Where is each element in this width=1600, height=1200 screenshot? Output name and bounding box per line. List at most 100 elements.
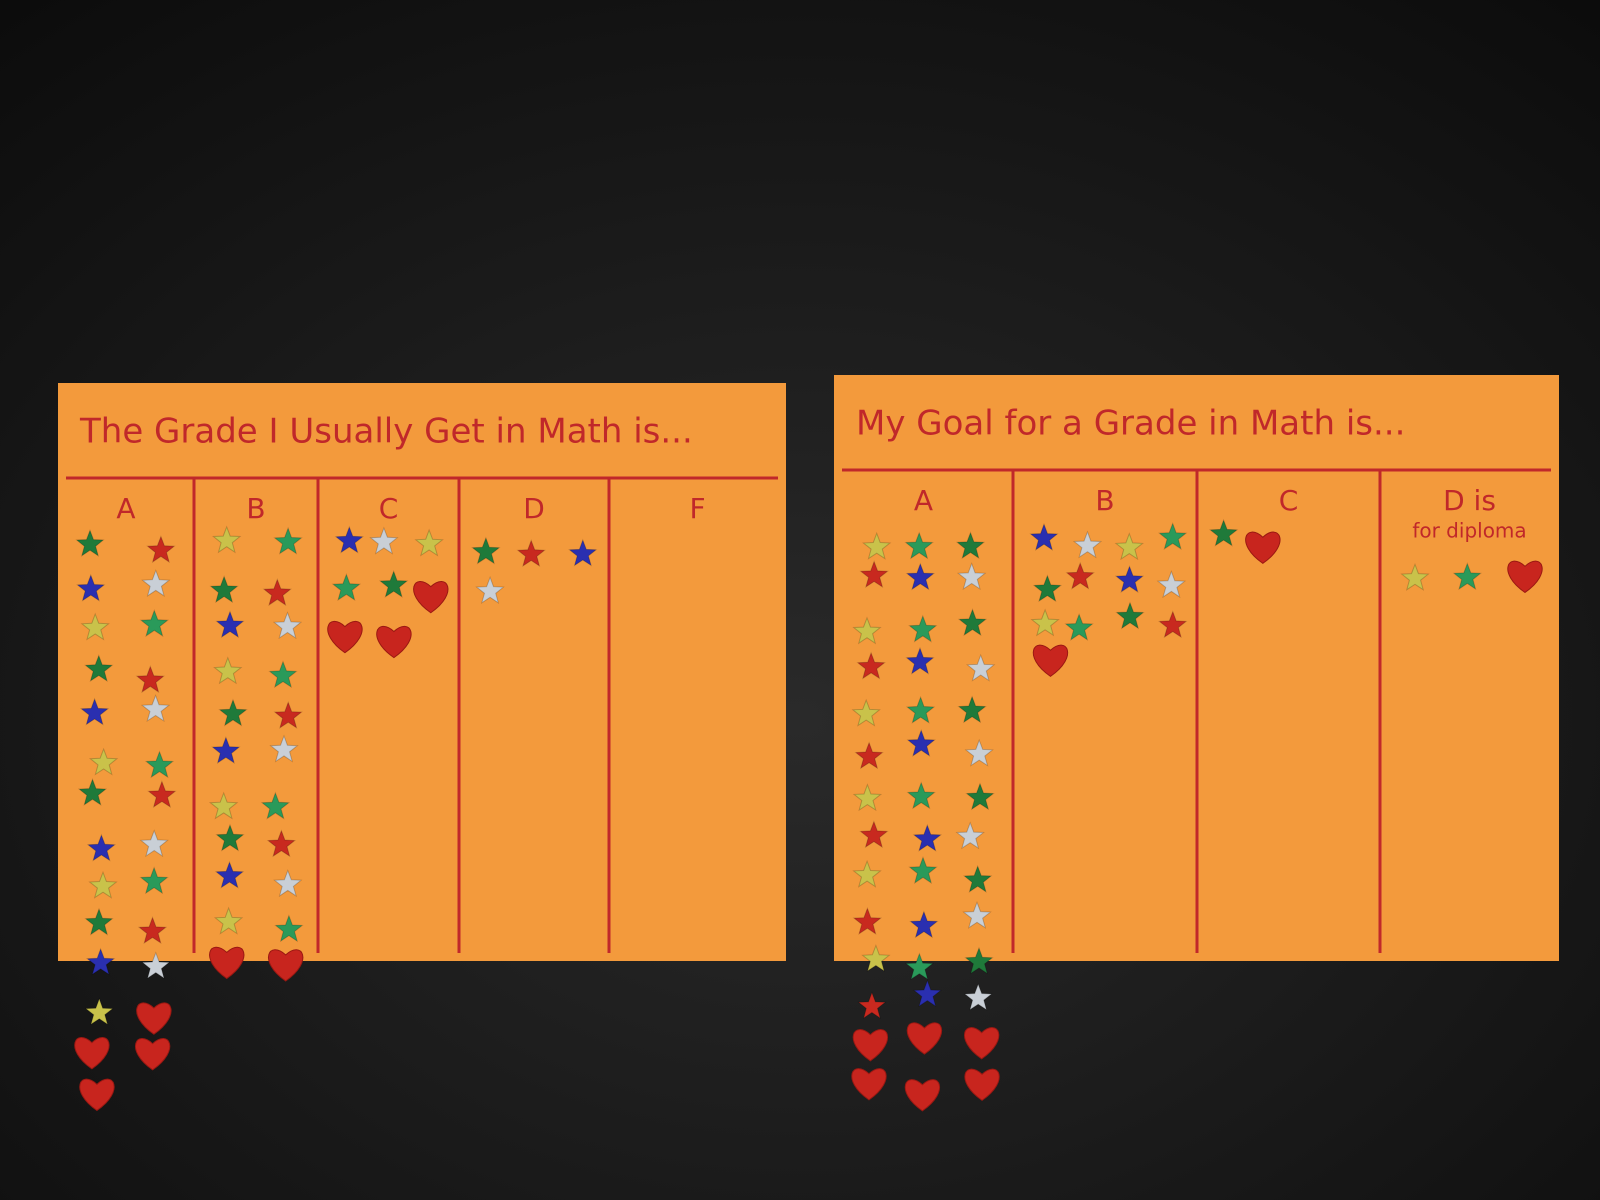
star-sticker [1065, 561, 1095, 590]
star-sticker [141, 569, 171, 597]
column-label: D is [1443, 484, 1496, 517]
star-sticker [135, 665, 165, 694]
star-sticker [76, 573, 106, 602]
board-title: My Goal for a Grade in Math is... [856, 404, 1405, 444]
star-sticker [963, 864, 993, 893]
star-sticker [215, 610, 245, 639]
star-sticker [1158, 610, 1188, 639]
star-sticker [369, 526, 399, 555]
star-sticker [141, 951, 171, 980]
star-sticker [955, 821, 985, 850]
heart-sticker [852, 1029, 888, 1062]
column-note: for diploma [1412, 519, 1526, 543]
heart-sticker [135, 1038, 171, 1071]
star-sticker [140, 694, 171, 723]
star-sticker [964, 946, 994, 975]
star-sticker [88, 747, 119, 776]
star-sticker [1064, 612, 1094, 641]
star-sticker [378, 569, 409, 598]
star-sticker [272, 611, 303, 640]
star-sticker [859, 560, 889, 589]
column-label: B [246, 492, 265, 525]
star-sticker [516, 539, 546, 568]
star-sticker [904, 952, 935, 981]
star-sticker [139, 829, 169, 858]
star-sticker [85, 947, 116, 976]
star-sticker [908, 614, 938, 643]
star-sticker [962, 900, 992, 929]
heart-sticker [1032, 644, 1069, 677]
star-sticker [214, 860, 245, 889]
star-sticker [852, 859, 882, 888]
star-sticker [906, 728, 936, 757]
star-sticker [912, 823, 943, 852]
star-sticker [213, 906, 244, 935]
star-sticker [852, 783, 883, 812]
star-sticker [218, 698, 248, 727]
star-sticker [75, 528, 105, 557]
star-sticker [146, 535, 176, 564]
star-sticker [86, 833, 117, 862]
board [58, 383, 786, 961]
star-sticker [1072, 530, 1103, 559]
star-sticker [215, 823, 245, 852]
star-sticker [471, 536, 501, 565]
heart-sticker [136, 1002, 172, 1035]
board-title: The Grade I Usually Get in Math is... [79, 412, 693, 452]
heart-sticker [964, 1068, 1000, 1101]
star-sticker [1114, 565, 1145, 593]
heart-sticker [79, 1078, 115, 1112]
heart-sticker [376, 625, 412, 659]
star-sticker [334, 525, 364, 554]
star-sticker [209, 575, 239, 604]
star-sticker [475, 575, 505, 604]
heart-sticker [268, 949, 304, 982]
heart-sticker [1245, 531, 1281, 564]
star-sticker [909, 910, 939, 939]
heart-sticker [327, 621, 363, 654]
star-sticker [268, 660, 298, 689]
star-sticker [273, 869, 303, 898]
star-sticker [857, 991, 887, 1020]
star-sticker [208, 791, 239, 820]
star-sticker [966, 653, 996, 682]
star-sticker [414, 528, 444, 557]
star-sticker [908, 856, 938, 885]
star-sticker [331, 573, 362, 602]
star-sticker [955, 531, 986, 560]
star-sticker [957, 695, 987, 724]
star-sticker [262, 578, 292, 607]
star-sticker [266, 829, 297, 858]
heart-sticker [413, 581, 449, 614]
star-sticker [1115, 601, 1145, 630]
star-sticker [84, 907, 114, 936]
star-sticker [260, 791, 291, 820]
star-sticker [905, 695, 936, 724]
column-label: C [1279, 484, 1299, 517]
star-sticker [1156, 570, 1187, 599]
column-label: F [689, 492, 705, 525]
star-sticker [1158, 522, 1188, 550]
star-sticker [269, 734, 299, 763]
heart-sticker [209, 946, 245, 980]
star-sticker [854, 741, 884, 770]
star-sticker [1029, 522, 1059, 551]
star-sticker [859, 820, 889, 849]
heart-sticker [74, 1037, 110, 1070]
star-sticker [1208, 518, 1239, 547]
column-label: C [379, 492, 399, 525]
heart-sticker [851, 1068, 887, 1101]
column-label: A [116, 492, 135, 525]
star-sticker [211, 736, 241, 764]
column-label: B [1095, 484, 1114, 517]
star-sticker [88, 870, 118, 899]
star-sticker [1032, 574, 1063, 603]
star-sticker [139, 866, 169, 895]
star-sticker [861, 944, 891, 973]
star-sticker [1452, 562, 1482, 591]
star-sticker [905, 646, 935, 675]
star-sticker [964, 738, 994, 767]
star-sticker [904, 531, 934, 560]
star-sticker [212, 525, 242, 554]
